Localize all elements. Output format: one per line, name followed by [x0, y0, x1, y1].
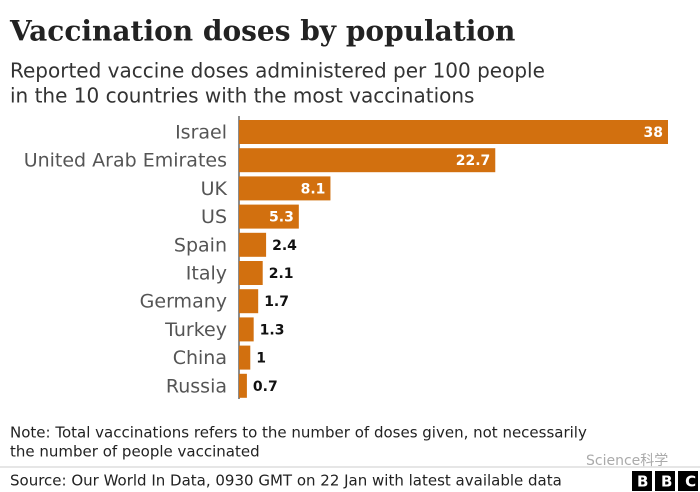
bar — [239, 261, 263, 285]
bar — [239, 204, 299, 229]
y-tick-label: Germany — [140, 291, 227, 313]
value-label: 38 — [644, 125, 663, 141]
y-tick-label: Spain — [174, 234, 227, 256]
value-label: 5.3 — [269, 210, 294, 226]
value-label: 0.7 — [253, 379, 278, 395]
note: Note: Total vaccinations refers to the n… — [10, 424, 587, 442]
y-tick-label: Israel — [175, 122, 227, 144]
y-tick-label: UK — [201, 178, 228, 200]
y-tick-label: United Arab Emirates — [24, 150, 227, 172]
bar — [239, 289, 259, 314]
value-label: 1.7 — [264, 294, 289, 310]
subtitle: Reported vaccine doses administered per … — [10, 59, 545, 83]
logo-box — [632, 471, 652, 491]
chart-title: Vaccination doses by population — [9, 15, 515, 48]
bar — [239, 345, 251, 370]
bar — [239, 120, 668, 144]
logo-box — [655, 471, 675, 491]
value-label: 8.1 — [301, 181, 326, 197]
source: Source: Our World In Data, 0930 GMT on 2… — [10, 472, 562, 490]
bar — [239, 373, 247, 398]
value-label: 2.1 — [269, 266, 294, 282]
bar — [239, 176, 331, 201]
subtitle: in the 10 countries with the most vaccin… — [10, 84, 474, 108]
logo-box — [678, 471, 698, 491]
y-tick-label: Italy — [186, 263, 227, 285]
value-label: 2.4 — [272, 238, 297, 254]
y-tick-label: Turkey — [164, 319, 227, 341]
y-tick-label: US — [201, 206, 227, 228]
bar — [239, 317, 254, 342]
value-label: 22.7 — [456, 153, 491, 169]
y-tick-label: China — [173, 347, 227, 369]
value-label: 1 — [256, 351, 266, 367]
bar — [239, 148, 496, 173]
bar — [239, 232, 267, 257]
y-tick-label: Russia — [166, 375, 227, 397]
value-label: 1.3 — [260, 322, 285, 338]
note: the number of people vaccinated — [10, 443, 260, 461]
logo: BBC — [637, 473, 700, 491]
watermark: Science科学 — [586, 453, 668, 469]
